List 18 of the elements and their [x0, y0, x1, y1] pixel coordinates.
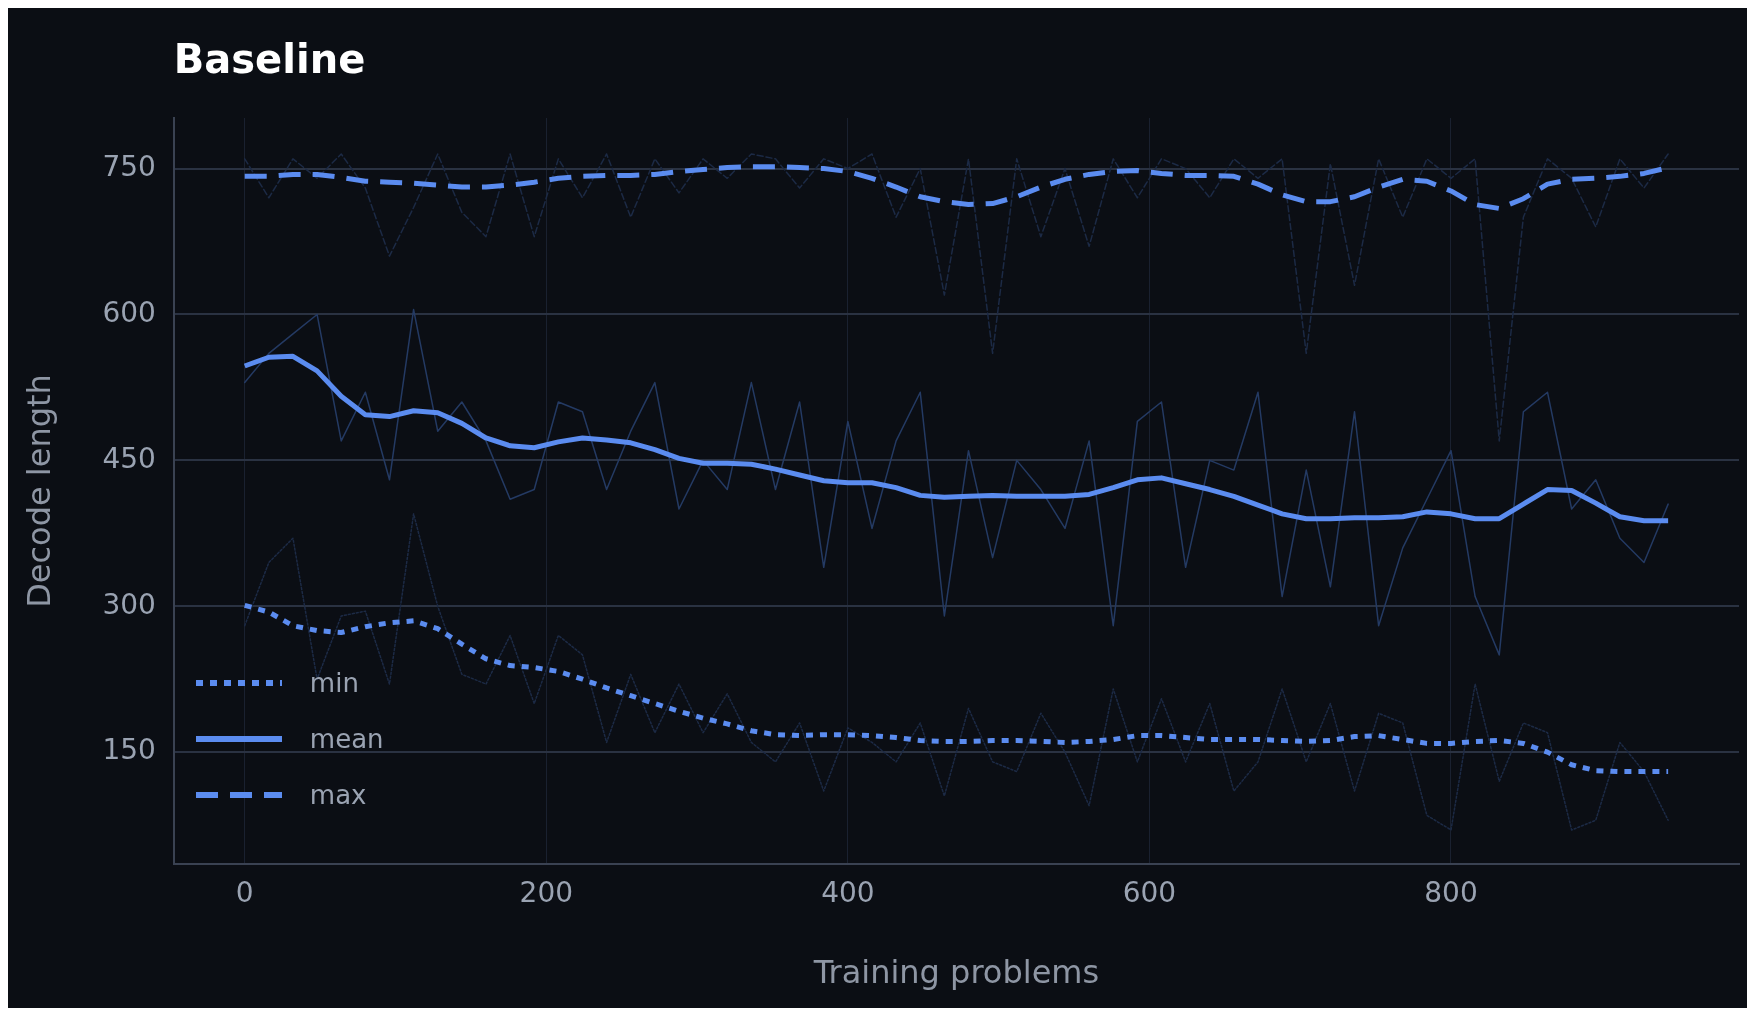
line-series [243, 513, 1669, 831]
legend-label: mean [309, 724, 384, 754]
y-tick-label: 300 [102, 587, 156, 621]
chart-title: Baseline [173, 36, 366, 82]
x-tick-label: 0 [235, 876, 254, 910]
y-axis-title: Decode length [19, 374, 58, 608]
y-tick-label: 450 [102, 441, 156, 475]
x-tick-label: 600 [1122, 876, 1177, 910]
legend-label: min [309, 668, 359, 698]
y-tick-label: 600 [102, 295, 156, 329]
x-tick-label: 800 [1424, 876, 1478, 910]
line-series [243, 153, 1669, 442]
y-tick-label: 150 [102, 733, 156, 767]
x-axis-title: Training problems [812, 953, 1100, 992]
x-tick-label: 400 [821, 876, 875, 910]
x-tick-label: 200 [519, 876, 574, 910]
legend-label: max [309, 780, 367, 810]
y-tick-label: 750 [102, 149, 156, 183]
